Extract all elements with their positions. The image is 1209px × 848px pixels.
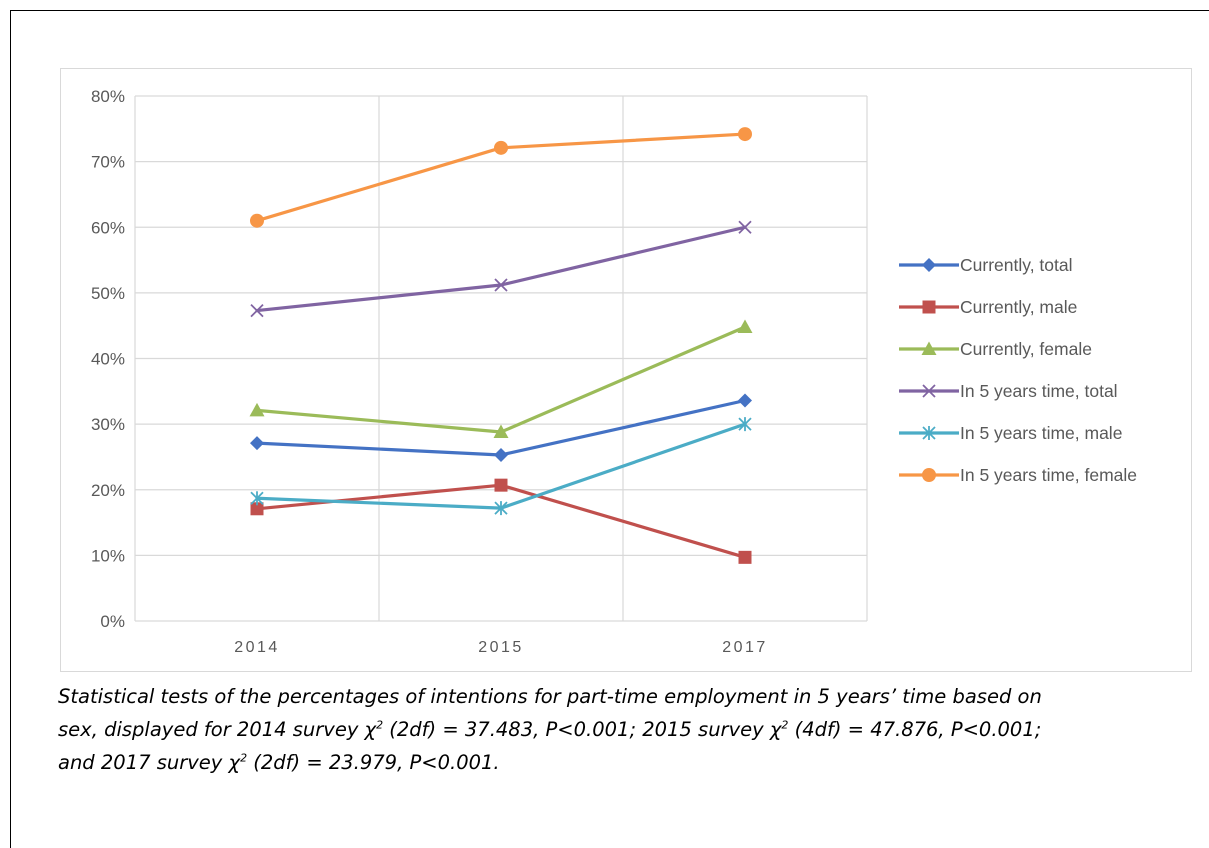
x-tick-label: 2017: [722, 639, 768, 656]
grid-lines: [134, 95, 868, 622]
legend-entry: In 5 years time, total: [899, 381, 1118, 401]
legend-entry: In 5 years time, male: [899, 423, 1122, 443]
y-tick-label: 40%: [91, 350, 125, 369]
caption-line-3a: and 2017 survey χ: [58, 751, 241, 774]
caption-line-3b: (2df) = 23.979, P<0.001.: [247, 751, 500, 774]
marker-stroke: [494, 278, 508, 292]
caption-sup-2: 2: [781, 718, 789, 732]
figure-frame: [10, 10, 1209, 848]
data-point: [250, 303, 264, 318]
caption-sup-1: 2: [376, 718, 384, 732]
data-point: [494, 447, 508, 462]
data-point: [493, 424, 509, 438]
legend: Currently, total Currently, male Currently…: [899, 255, 1137, 485]
legend-marker: [921, 341, 937, 355]
legend-entry: Currently, male: [899, 297, 1077, 317]
data-point: [250, 491, 264, 506]
data-point: [738, 393, 752, 408]
data-point: [737, 319, 753, 333]
series-group: [249, 127, 753, 564]
data-point: [250, 436, 264, 451]
legend-entry: Currently, female: [899, 339, 1092, 359]
series-3: [250, 220, 752, 318]
legend-entry: In 5 years time, female: [899, 465, 1137, 485]
data-point: [250, 502, 264, 516]
chart-area: 0% 10% 20% 30% 40% 50% 60% 70% 80% 2014 2015 2017 …: [60, 68, 1192, 672]
legend-label: In 5 years time, female: [960, 465, 1137, 485]
data-point: [738, 220, 752, 234]
caption-line-1: Statistical tests of the percentages of …: [58, 685, 1042, 708]
y-tick-label: 60%: [91, 218, 125, 237]
y-tick-label: 20%: [91, 481, 125, 500]
legend-marker: [922, 468, 936, 482]
x-axis-ticks: 2014 2015 2017: [234, 639, 768, 656]
caption-sup-3: 2: [240, 751, 248, 765]
series-0: [250, 393, 752, 462]
legend-label: Currently, female: [960, 339, 1092, 359]
legend-entry: Currently, total: [899, 255, 1073, 275]
series-2: [249, 319, 753, 438]
y-tick-label: 70%: [91, 153, 125, 172]
series-line: [255, 225, 747, 313]
data-point: [738, 550, 752, 564]
legend-marker: [922, 258, 936, 272]
x-tick-label: 2014: [234, 639, 280, 656]
series-line: [255, 483, 747, 559]
legend-label: Currently, total: [960, 255, 1073, 275]
y-tick-label: 10%: [91, 546, 125, 565]
caption-line-2b: (2df) = 37.483, P<0.001; 2015 survey χ: [383, 718, 782, 741]
y-tick-label: 80%: [91, 87, 125, 106]
data-point: [250, 213, 264, 228]
caption-line-2c: (4df) = 47.876, P<0.001;: [788, 718, 1042, 741]
line-chart: 0%10%20%30%40%50%60%70%80% 2014 2015 2017 …: [91, 87, 1137, 656]
data-point: [494, 501, 508, 516]
data-point: [494, 278, 508, 292]
y-tick-label: 50%: [91, 284, 125, 303]
data-point: [738, 417, 752, 432]
legend-label: In 5 years time, male: [960, 423, 1122, 443]
y-axis-ticks: 0% 10% 20% 30% 40% 50% 60% 70% 80%: [91, 87, 125, 631]
legend-marker: [922, 300, 936, 314]
data-point: [494, 478, 508, 492]
marker-stroke: [250, 303, 264, 318]
marker-stroke: [738, 220, 752, 234]
legend-label: Currently, male: [960, 297, 1077, 317]
y-tick-label: 30%: [91, 415, 125, 434]
series-1: [250, 478, 752, 564]
x-tick-label: 2015: [478, 639, 524, 656]
y-tick-label: 0%: [100, 612, 125, 631]
legend-marker: [922, 426, 936, 440]
data-point: [494, 140, 508, 155]
marker-stroke: [922, 384, 936, 398]
data-point: [249, 402, 265, 417]
series-5: [250, 127, 752, 228]
legend-label: In 5 years time, total: [960, 381, 1118, 401]
data-point: [738, 127, 752, 142]
series-4: [250, 417, 752, 516]
figure-caption: Statistical tests of the percentages of …: [58, 680, 1198, 779]
legend-marker: [922, 384, 936, 398]
caption-line-2a: sex, displayed for 2014 survey χ: [58, 718, 377, 741]
